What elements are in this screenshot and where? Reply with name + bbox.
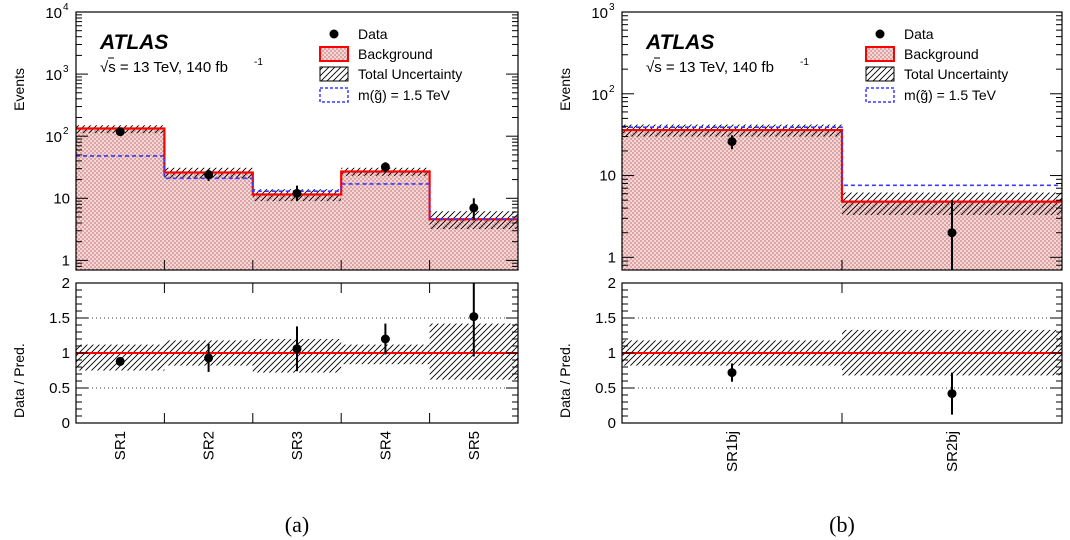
signal-line [76,155,518,221]
legend-background-swatch [865,46,895,62]
legend-uncertainty-label: Total Uncertainty [358,66,462,82]
legend-signal-glyph: g̃ [374,87,382,103]
y-tick-label: 10 [45,5,62,22]
data-point [380,162,390,172]
atlas-label: ATLAS [99,31,168,54]
ratio-uncertainty-band [341,344,430,365]
legend-background-label: Background [904,46,979,62]
data-point [469,203,479,213]
ratio-tick-label: 2 [62,275,70,292]
y-tick-label: 1 [608,249,616,266]
ratio-tick-label: 0 [608,415,616,432]
ratio-point [292,344,302,354]
legend-signal-prefix: m( [904,87,921,103]
y-axis-label: Events [557,68,573,111]
data-point [115,127,125,137]
ratio-tick-label: 0 [62,415,70,432]
ratio-tick-label: 1 [608,345,616,362]
y-tick-label: 10 [599,168,616,185]
data-point [292,188,302,198]
ratio-point [727,368,737,378]
legend-signal-suffix: ) = 1.5 TeV [928,87,997,103]
y-tick-label: 10 [591,5,608,22]
energy-lumi-label: √s = 13 TeV, 140 fb [646,59,774,76]
main-plot-frame [75,11,519,271]
category-label: SR1 [112,431,129,460]
legend-signal-glyph: g̃ [920,87,928,103]
legend-data-label: Data [358,26,388,42]
legend-background-label: Background [358,46,433,62]
legend-signal-suffix: ) = 1.5 TeV [382,87,451,103]
legend-uncertainty-swatch [865,66,895,82]
y-tick-exponent: 3 [63,64,69,75]
legend-data-label: Data [904,26,934,42]
y-tick-exponent: 2 [63,126,69,137]
legend-signal-prefix: m( [358,87,375,103]
category-label: SR3 [289,431,306,460]
y-tick-exponent: 4 [63,2,69,13]
signal-line [622,126,1062,187]
panel-caption: (a) [285,512,309,537]
lumi-superscript: -1 [800,57,809,68]
legend-uncertainty-label: Total Uncertainty [904,66,1008,82]
y-tick-label: 10 [591,87,608,104]
background-bar [622,130,842,270]
ratio-tick-label: 0.5 [595,380,616,397]
category-label: SR5 [466,431,483,460]
category-label: SR1bj [724,431,741,472]
legend-signal-label: m(g̃) = 1.5 TeV [358,87,451,103]
ratio-point [380,334,390,344]
ratio-tick-label: 1.5 [49,310,70,327]
category-label: SR2 [201,431,218,460]
energy-lumi-label: √s = 13 TeV, 140 fb [100,59,228,76]
panel-caption: (b) [829,512,855,537]
ratio-tick-label: 1 [62,345,70,362]
legend-uncertainty-swatch [319,66,349,82]
legend-data-marker [329,29,339,39]
data-point [947,228,957,238]
atlas-label: ATLAS [645,31,714,54]
ratio-tick-label: 0.5 [49,380,70,397]
y-tick-label: 1 [62,252,70,269]
ratio-tick-label: 2 [608,275,616,292]
y-tick-label: 10 [53,190,70,207]
category-label: SR2bj [944,431,961,472]
ratio-y-axis-label: Data / Pred. [11,343,27,418]
category-label: SR4 [377,431,394,460]
background-bar [252,194,342,270]
legend-background-swatch [319,46,349,62]
data-point [204,170,214,180]
ratio-point [469,312,479,322]
legend-signal-label: m(g̃) = 1.5 TeV [904,87,997,103]
legend-data-marker [875,29,885,39]
ratio-point [947,389,957,399]
lumi-superscript: -1 [254,57,263,68]
ratio-point [115,356,125,366]
background-bar [341,171,430,270]
background-bar [164,172,253,270]
y-tick-label: 10 [45,67,62,84]
background-bar [76,128,165,270]
y-tick-label: 10 [45,129,62,146]
legend-signal-swatch [319,87,349,103]
y-tick-exponent: 2 [609,84,615,95]
ratio-tick-label: 1.5 [595,310,616,327]
legend-signal-swatch [865,87,895,103]
data-point [727,137,737,147]
ratio-point [204,353,214,363]
y-axis-label: Events [11,68,27,111]
ratio-y-axis-label: Data / Pred. [557,343,573,418]
y-tick-exponent: 3 [609,2,615,13]
